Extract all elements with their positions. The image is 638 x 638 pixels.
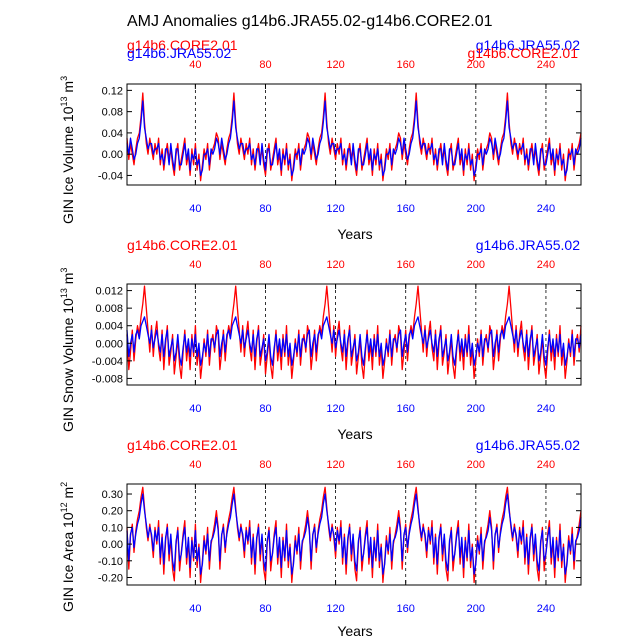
top-right-label-blue: g14b6.JRA55.02	[476, 237, 581, 253]
x-tick-label-bottom: 80	[259, 403, 271, 415]
x-tick-label-bottom: 200	[467, 603, 485, 615]
figure-title: AMJ Anomalies g14b6.JRA55.02-g14b6.CORE2…	[127, 13, 493, 30]
x-tick-label-bottom: 160	[397, 603, 415, 615]
x-tick-label-top: 160	[397, 59, 415, 71]
plot-area: -0.008 -0.004 0.000 0.004 0.008 0.012 40 40 80 80…	[92, 259, 582, 415]
y-tick-label: 0.10	[102, 522, 123, 534]
y-tick-label: 0.00	[102, 539, 123, 551]
x-axis-label: Years	[337, 426, 372, 442]
x-tick-label-bottom: 40	[189, 603, 201, 615]
y-axis-label: GIN Ice Area 1012 m2	[59, 482, 76, 612]
y-tick-label: 0.12	[102, 85, 123, 97]
y-label-main: GIN Snow Volume 10	[60, 298, 76, 432]
y-tick-label: -0.004	[92, 356, 123, 368]
x-tick-label-bottom: 120	[326, 603, 344, 615]
x-tick-label-top: 40	[189, 259, 201, 271]
y-tick-label: 0.08	[102, 107, 123, 119]
x-axis-label: Years	[337, 226, 372, 242]
plot-area: -0.04 0.00 0.04 0.08 0.12 40 40 80 80 120 120 160 16…	[98, 59, 582, 215]
x-tick-label-bottom: 40	[189, 203, 201, 215]
x-tick-label-top: 200	[467, 259, 485, 271]
series-line	[126, 100, 582, 177]
x-tick-label-bottom: 80	[259, 603, 271, 615]
y-label-exp: 13	[59, 288, 69, 298]
y-label-unit-exp: 3	[59, 268, 69, 273]
y-label-main: GIN Ice Volume 10	[60, 106, 76, 224]
series-line	[126, 92, 582, 182]
y-tick-label: 0.30	[102, 489, 123, 501]
x-tick-label-top: 80	[259, 259, 271, 271]
y-tick-label: -0.008	[92, 373, 123, 385]
plot-frame	[126, 83, 582, 186]
y-label-main: GIN Ice Area 10	[60, 512, 76, 612]
top-left-label: g14b6.CORE2.01	[127, 37, 238, 53]
x-tick-label-top: 40	[189, 59, 201, 71]
svg-text:GIN Snow Volume 1013 m3: GIN Snow Volume 1013 m3	[59, 268, 76, 432]
y-tick-label: 0.00	[102, 149, 123, 161]
x-tick-label-bottom: 240	[537, 203, 555, 215]
x-tick-label-top: 40	[189, 459, 201, 471]
ice-volume-panel: g14b6.CORE2.01 g14b6.JRA55.02 g14b6.JRA5…	[59, 37, 582, 242]
x-axis-label: Years	[337, 623, 372, 638]
y-tick-label: 0.04	[102, 128, 123, 140]
series-line	[126, 493, 582, 575]
y-tick-label: 0.008	[95, 303, 123, 315]
top-right-label-blue: g14b6.JRA55.02	[476, 437, 581, 453]
x-tick-label-top: 120	[326, 259, 344, 271]
x-tick-label-top: 160	[397, 459, 415, 471]
plot-frame	[126, 483, 582, 586]
y-label-unit: m	[60, 81, 76, 97]
x-tick-label-top: 240	[537, 459, 555, 471]
y-axis-label: GIN Ice Volume 1013 m3	[59, 76, 76, 224]
y-label-unit: m	[60, 487, 76, 503]
y-label-unit-exp: 3	[59, 76, 69, 81]
snow-volume-panel: g14b6.CORE2.01 g14b6.JRA55.02 GIN Snow V…	[59, 237, 582, 442]
x-tick-label-top: 200	[467, 59, 485, 71]
x-tick-label-top: 120	[326, 59, 344, 71]
x-tick-label-bottom: 80	[259, 203, 271, 215]
plot-area: -0.20 -0.10 0.00 0.10 0.20 0.30 40 40 80 80 120 120…	[98, 459, 582, 615]
y-label-exp: 12	[59, 502, 69, 512]
x-tick-label-bottom: 160	[397, 403, 415, 415]
ice-area-panel: g14b6.CORE2.01 g14b6.JRA55.02 GIN Ice Ar…	[59, 437, 582, 638]
x-tick-label-top: 160	[397, 259, 415, 271]
y-tick-label: 0.012	[95, 286, 123, 298]
x-tick-label-bottom: 120	[326, 203, 344, 215]
y-tick-label: -0.10	[98, 556, 123, 568]
x-tick-label-bottom: 40	[189, 403, 201, 415]
y-label-unit: m	[60, 273, 76, 289]
x-tick-label-top: 120	[326, 459, 344, 471]
x-tick-label-bottom: 200	[467, 203, 485, 215]
y-label-unit-exp: 2	[59, 482, 69, 487]
x-tick-label-top: 240	[537, 259, 555, 271]
y-tick-label: 0.000	[95, 338, 123, 350]
svg-text:GIN Ice Volume 1013 m3: GIN Ice Volume 1013 m3	[59, 76, 76, 224]
top-left-label: g14b6.CORE2.01	[127, 237, 238, 253]
x-tick-label-bottom: 240	[537, 403, 555, 415]
svg-text:GIN Ice Area 1012 m2: GIN Ice Area 1012 m2	[59, 482, 76, 612]
plot-frame	[126, 283, 582, 386]
x-tick-label-bottom: 120	[326, 403, 344, 415]
top-right-label-red: g14b6.CORE2.01	[467, 45, 578, 61]
y-label-exp: 13	[59, 96, 69, 106]
x-tick-label-bottom: 240	[537, 603, 555, 615]
y-axis-label: GIN Snow Volume 1013 m3	[59, 268, 76, 432]
top-left-label: g14b6.CORE2.01	[127, 437, 238, 453]
y-tick-label: -0.20	[98, 572, 123, 584]
top-right-label-blue: g14b6.JRA55.02	[476, 37, 581, 53]
x-tick-label-bottom: 200	[467, 403, 485, 415]
y-tick-label: 0.004	[95, 321, 123, 333]
y-tick-label: -0.04	[98, 170, 123, 182]
x-tick-label-top: 80	[259, 59, 271, 71]
top-left-overlap-label: g14b6.JRA55.02	[127, 45, 232, 61]
y-tick-label: 0.20	[102, 506, 123, 518]
series-line	[126, 316, 582, 366]
x-tick-label-top: 200	[467, 459, 485, 471]
x-tick-label-top: 80	[259, 459, 271, 471]
x-tick-label-top: 240	[537, 59, 555, 71]
x-tick-label-bottom: 160	[397, 203, 415, 215]
